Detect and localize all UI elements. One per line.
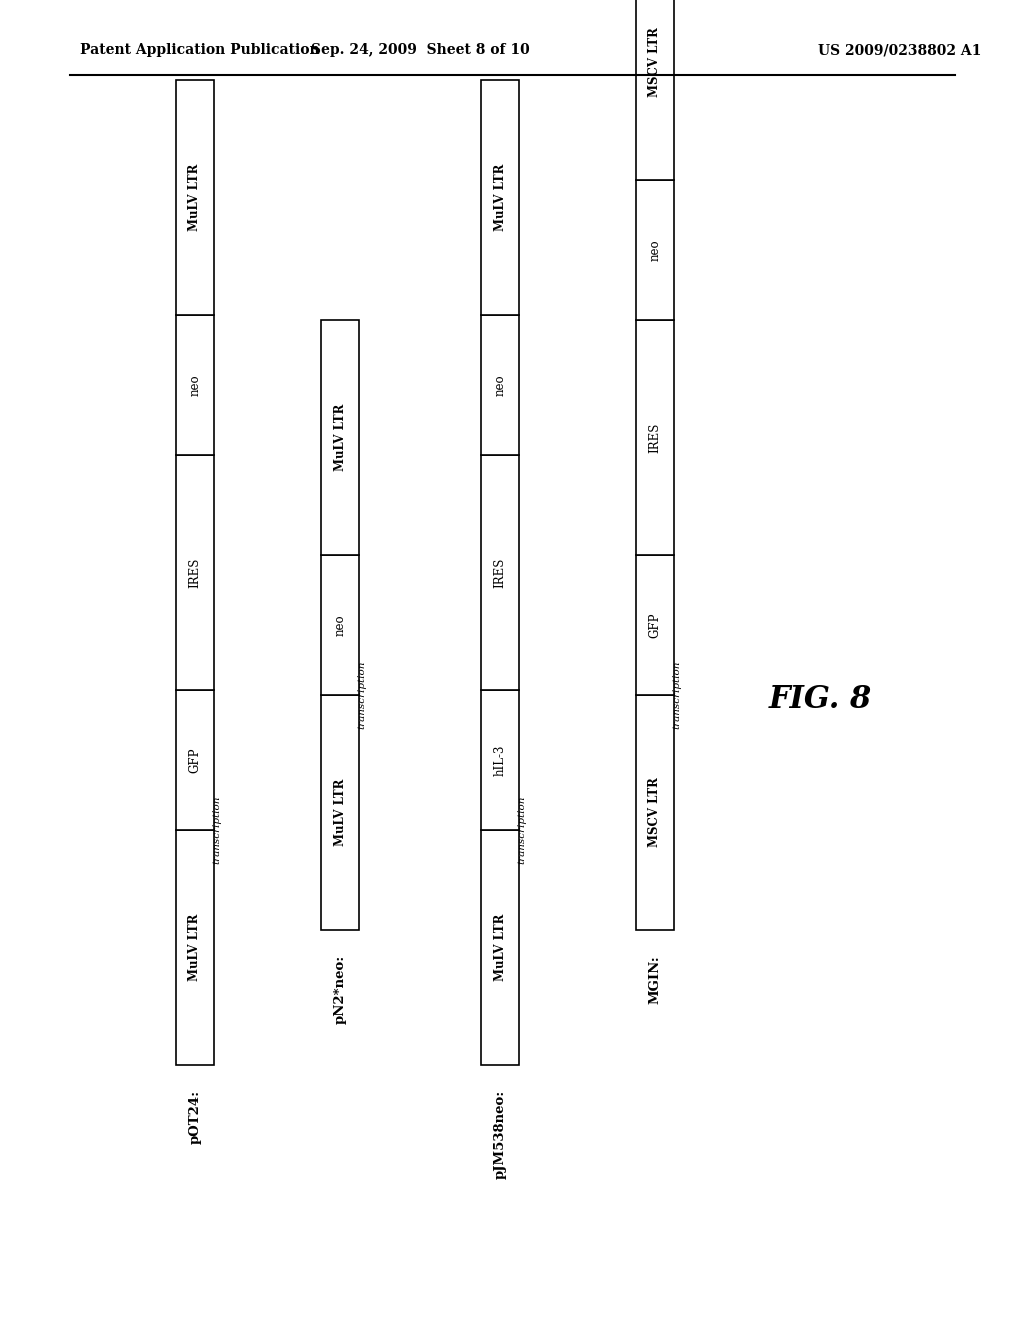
Bar: [481, 315, 519, 455]
Text: neo: neo: [188, 374, 202, 396]
Text: MSCV LTR: MSCV LTR: [648, 777, 662, 847]
Text: IRES: IRES: [648, 422, 662, 453]
Bar: [481, 830, 519, 1065]
Text: GFP: GFP: [188, 747, 202, 772]
Bar: [481, 81, 519, 315]
Text: pJM538neo:: pJM538neo:: [494, 1090, 507, 1179]
Bar: [636, 554, 674, 696]
Bar: [176, 81, 214, 315]
Text: MGIN:: MGIN:: [648, 954, 662, 1003]
Text: MuLV LTR: MuLV LTR: [494, 913, 507, 981]
Bar: [321, 319, 359, 554]
Text: neo: neo: [334, 614, 346, 636]
Text: FIG. 8: FIG. 8: [768, 685, 871, 715]
Text: GFP: GFP: [648, 612, 662, 638]
Text: Sep. 24, 2009  Sheet 8 of 10: Sep. 24, 2009 Sheet 8 of 10: [310, 44, 529, 57]
Bar: [321, 554, 359, 696]
Bar: [176, 315, 214, 455]
Text: US 2009/0238802 A1: US 2009/0238802 A1: [818, 44, 982, 57]
Text: neo: neo: [494, 374, 507, 396]
Bar: [636, 0, 674, 180]
Text: pOT24:: pOT24:: [188, 1090, 202, 1144]
Bar: [176, 455, 214, 690]
Bar: [481, 690, 519, 830]
Text: MuLV LTR: MuLV LTR: [334, 404, 346, 471]
Text: Patent Application Publication: Patent Application Publication: [80, 44, 319, 57]
Text: MuLV LTR: MuLV LTR: [188, 913, 202, 981]
Text: transcription: transcription: [213, 796, 221, 865]
Bar: [321, 696, 359, 931]
Bar: [636, 319, 674, 554]
Text: MuLV LTR: MuLV LTR: [188, 164, 202, 231]
Text: transcription: transcription: [357, 661, 367, 729]
Bar: [636, 180, 674, 319]
Bar: [481, 455, 519, 690]
Text: transcription: transcription: [673, 661, 682, 729]
Text: IRES: IRES: [188, 557, 202, 587]
Text: MuLV LTR: MuLV LTR: [334, 779, 346, 846]
Text: pN2*neo:: pN2*neo:: [334, 954, 346, 1024]
Bar: [176, 830, 214, 1065]
Text: hIL-3: hIL-3: [494, 744, 507, 776]
Text: IRES: IRES: [494, 557, 507, 587]
Text: MSCV LTR: MSCV LTR: [648, 28, 662, 98]
Text: transcription: transcription: [517, 796, 526, 865]
Text: MuLV LTR: MuLV LTR: [494, 164, 507, 231]
Bar: [636, 696, 674, 931]
Text: neo: neo: [648, 239, 662, 261]
Bar: [176, 690, 214, 830]
